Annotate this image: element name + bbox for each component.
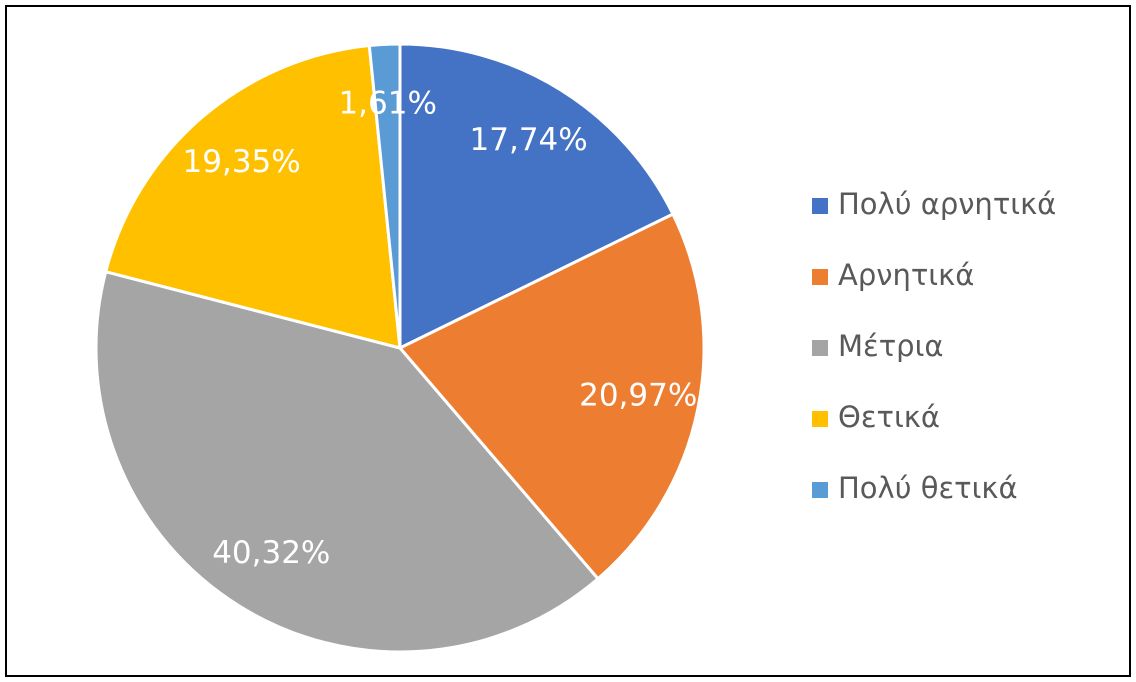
legend-label: Θετικά: [838, 400, 940, 434]
data-label: 20,97%: [579, 377, 697, 413]
data-label: 19,35%: [183, 144, 301, 180]
legend-label: Αρνητικά: [838, 258, 974, 292]
pie-slice: [398, 42, 675, 351]
legend-label: Μέτρια: [838, 329, 944, 363]
legend-swatch: [812, 340, 828, 356]
pie-slice: [397, 212, 706, 581]
pie-slice: [103, 43, 402, 350]
legend-swatch: [812, 482, 828, 498]
pie-slice: [367, 42, 402, 349]
legend-swatch: [812, 198, 828, 214]
legend-swatch: [812, 269, 828, 285]
legend-label: Πολύ αρνητικά: [838, 187, 1056, 221]
pie-slice: [94, 269, 601, 654]
data-label: 17,74%: [470, 122, 588, 158]
legend-swatch: [812, 411, 828, 427]
data-label: 40,32%: [212, 535, 330, 571]
legend-label: Πολύ θετικά: [838, 471, 1018, 505]
data-label: 1,61%: [338, 86, 436, 122]
